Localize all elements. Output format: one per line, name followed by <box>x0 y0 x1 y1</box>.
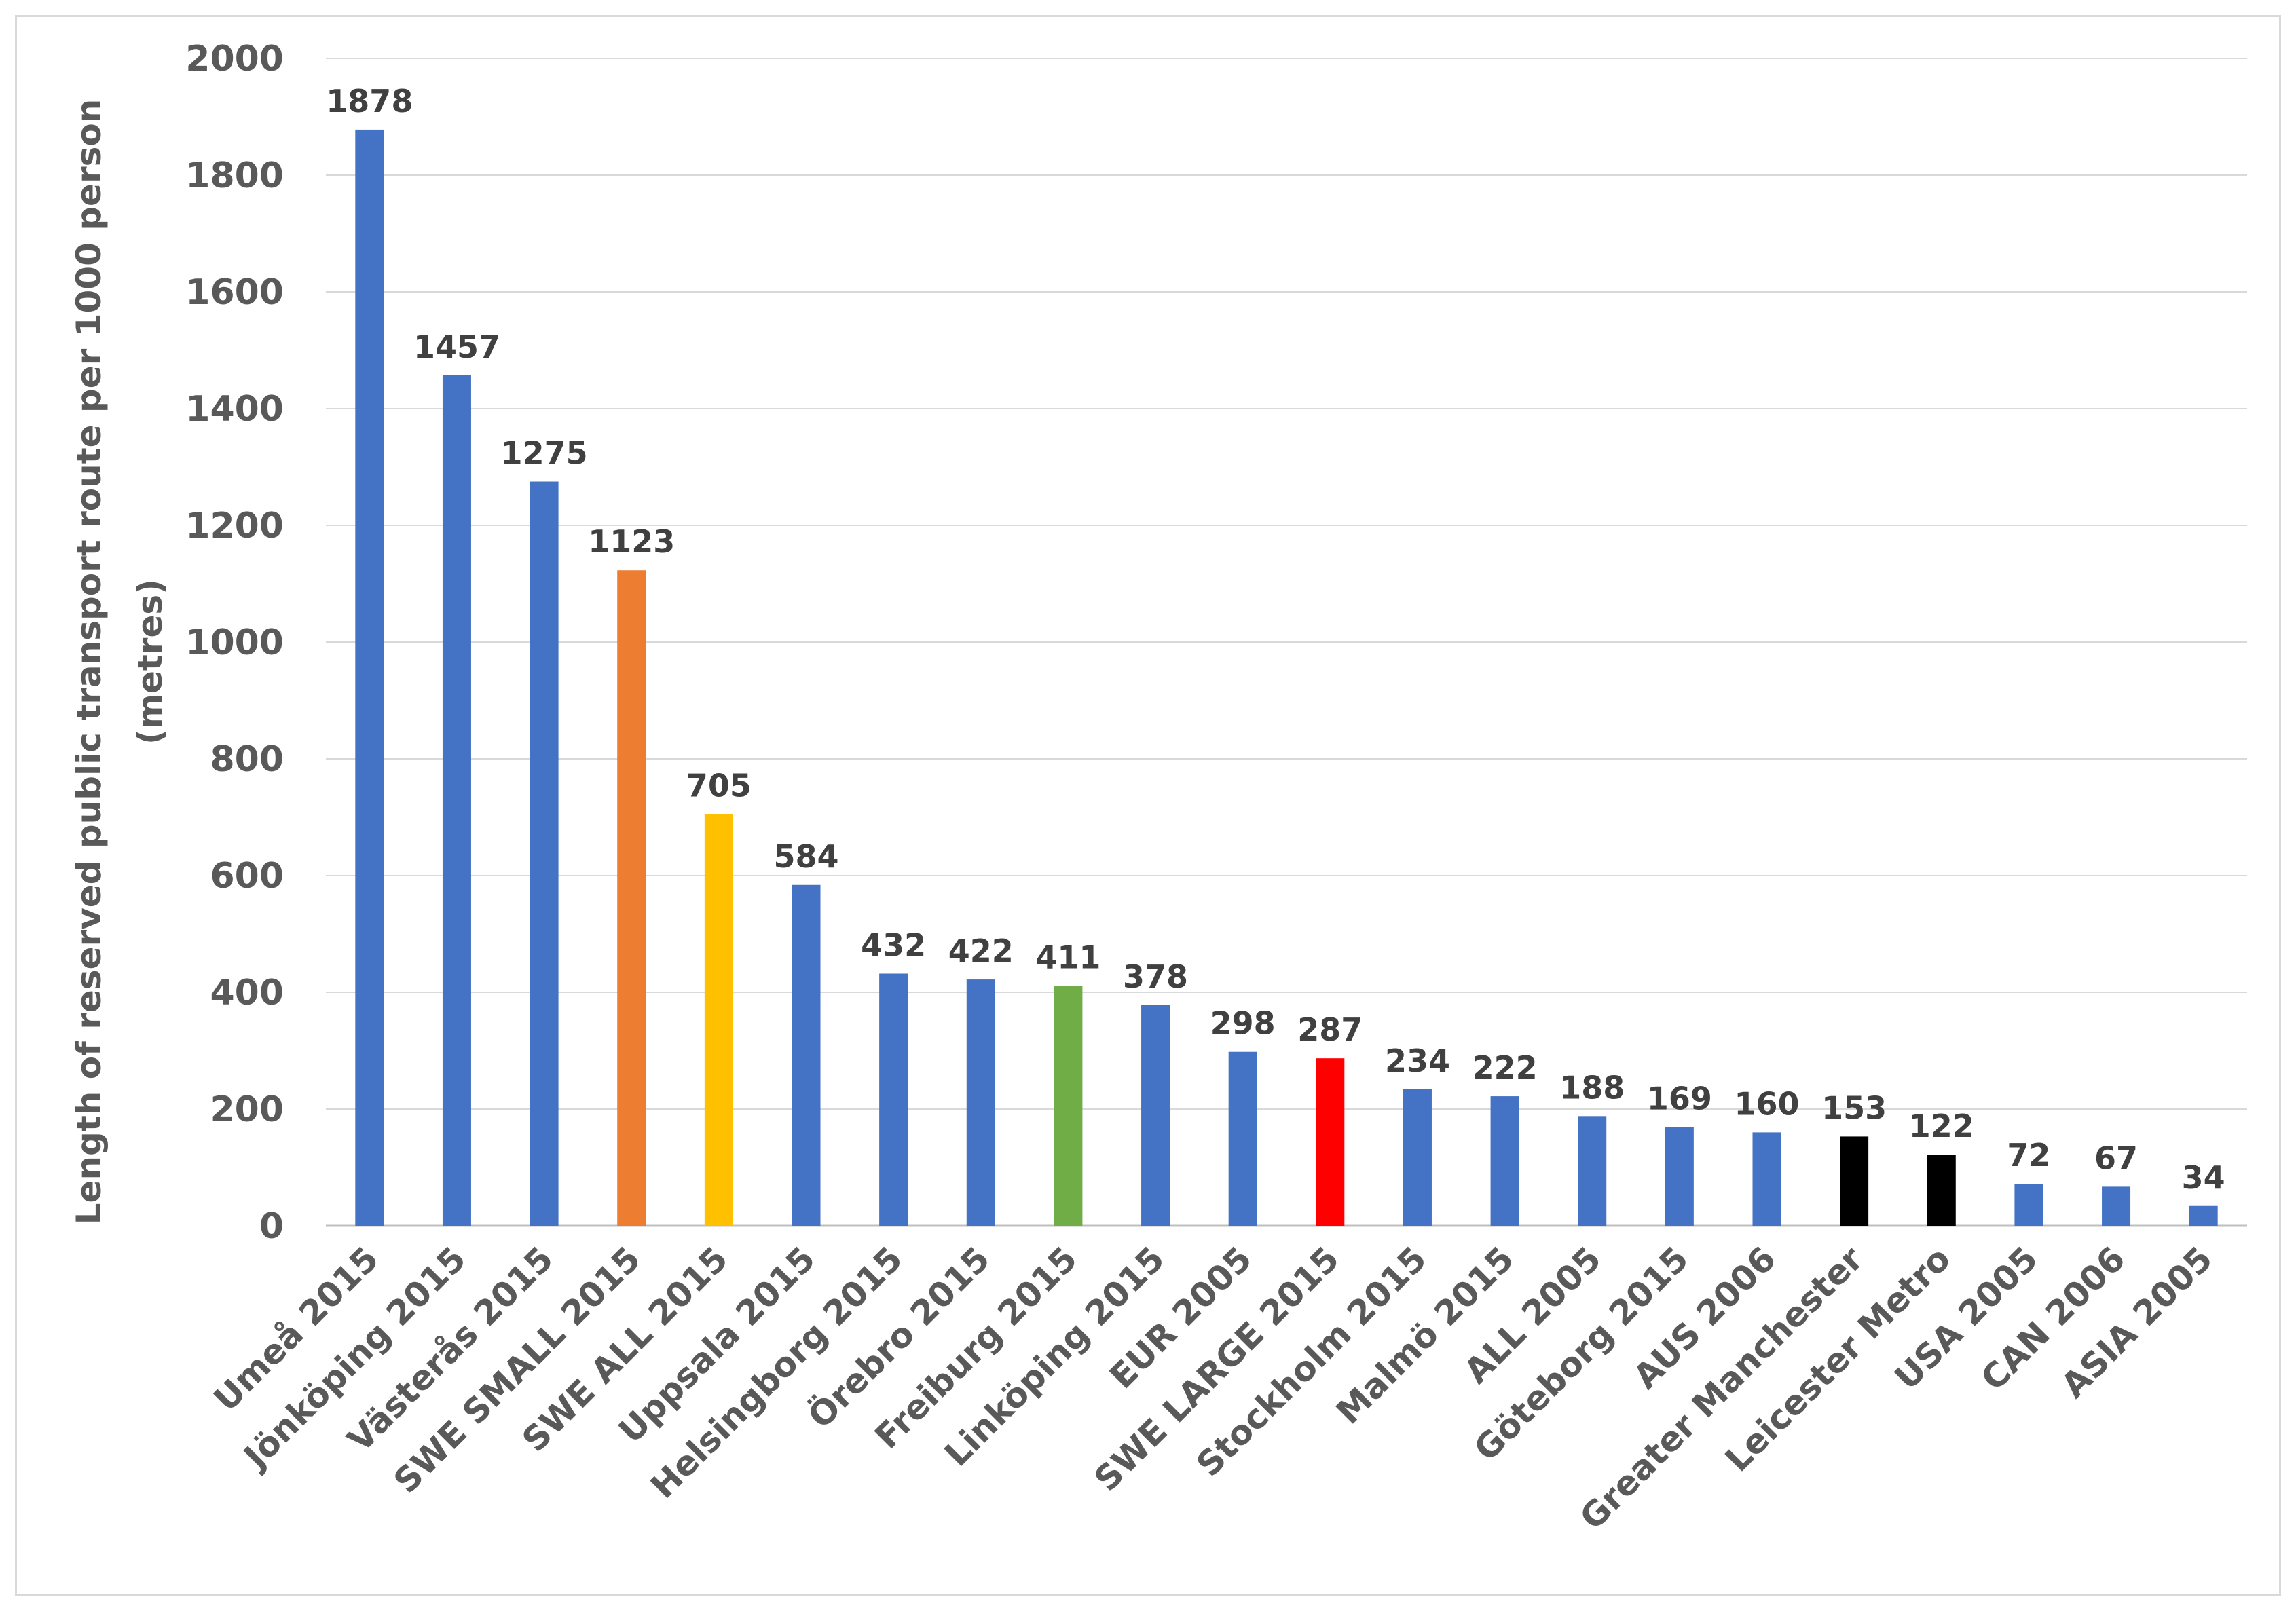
bar <box>530 481 559 1226</box>
data-label: 422 <box>948 933 1014 969</box>
y-tick-label: 600 <box>210 856 284 897</box>
bar <box>442 375 471 1226</box>
bar <box>1316 1058 1345 1226</box>
data-label: 411 <box>1035 939 1100 976</box>
data-label: 1275 <box>501 435 588 472</box>
y-tick-label: 400 <box>210 973 284 1013</box>
y-axis-ticks: 0 200 400 600 800 1000 1200 1400 1600 1800 2000 <box>185 39 284 1247</box>
bar <box>1752 1132 1781 1226</box>
bar <box>704 814 733 1226</box>
bar <box>2189 1205 2218 1226</box>
bar <box>1665 1127 1694 1226</box>
bar <box>1403 1089 1432 1226</box>
y-axis-title-line2: (metres) <box>130 579 170 745</box>
bars <box>355 129 2218 1226</box>
data-label: 160 <box>1734 1085 1799 1122</box>
data-label: 298 <box>1210 1005 1276 1042</box>
bar <box>2014 1184 2043 1226</box>
data-label: 1123 <box>588 523 675 560</box>
data-label: 34 <box>2182 1159 2225 1196</box>
y-tick-label: 1400 <box>185 389 284 430</box>
bar <box>1927 1155 1956 1226</box>
y-tick-label: 1200 <box>185 506 284 546</box>
gridlines <box>326 58 2247 1227</box>
y-tick-label: 200 <box>210 1089 284 1130</box>
y-axis-title-line1: Length of reserved public transport rout… <box>69 99 109 1225</box>
data-label: 72 <box>2007 1137 2050 1174</box>
y-tick-label: 1000 <box>185 622 284 663</box>
bar <box>1141 1005 1170 1226</box>
bar <box>792 884 821 1226</box>
data-label: 153 <box>1821 1089 1887 1126</box>
data-label: 432 <box>861 926 926 963</box>
y-axis-title: Length of reserved public transport rout… <box>69 99 170 1225</box>
chart-frame <box>15 15 2281 1596</box>
data-label: 169 <box>1647 1081 1712 1117</box>
y-tick-label: 1800 <box>185 155 284 196</box>
data-label: 1457 <box>413 329 500 365</box>
bar <box>1578 1116 1607 1226</box>
bar <box>1490 1096 1519 1226</box>
y-tick-label: 1600 <box>185 272 284 313</box>
bar <box>617 570 646 1226</box>
bar <box>1228 1051 1257 1226</box>
data-label: 378 <box>1123 958 1188 995</box>
data-label: 287 <box>1297 1011 1363 1048</box>
bar <box>1840 1136 1869 1226</box>
data-label: 705 <box>686 768 752 804</box>
data-label: 1878 <box>326 83 413 119</box>
data-label: 188 <box>1559 1069 1625 1106</box>
data-label: 234 <box>1385 1043 1450 1079</box>
data-label: 584 <box>773 838 838 875</box>
bar <box>2102 1186 2131 1226</box>
bar <box>966 979 995 1226</box>
data-label: 122 <box>1909 1108 1974 1144</box>
bar <box>879 973 908 1226</box>
data-labels: 1878 1457 1275 1123 705 584 432 422 411 378 298 287… <box>326 83 2225 1196</box>
y-tick-label: 0 <box>259 1206 284 1247</box>
y-tick-label: 2000 <box>185 39 284 79</box>
y-tick-label: 800 <box>210 739 284 780</box>
category-label: ASIA 2005 <box>2054 1239 2220 1405</box>
bar <box>1054 986 1083 1226</box>
data-label: 222 <box>1473 1049 1538 1086</box>
data-label: 67 <box>2094 1140 2138 1176</box>
bar <box>355 129 384 1226</box>
